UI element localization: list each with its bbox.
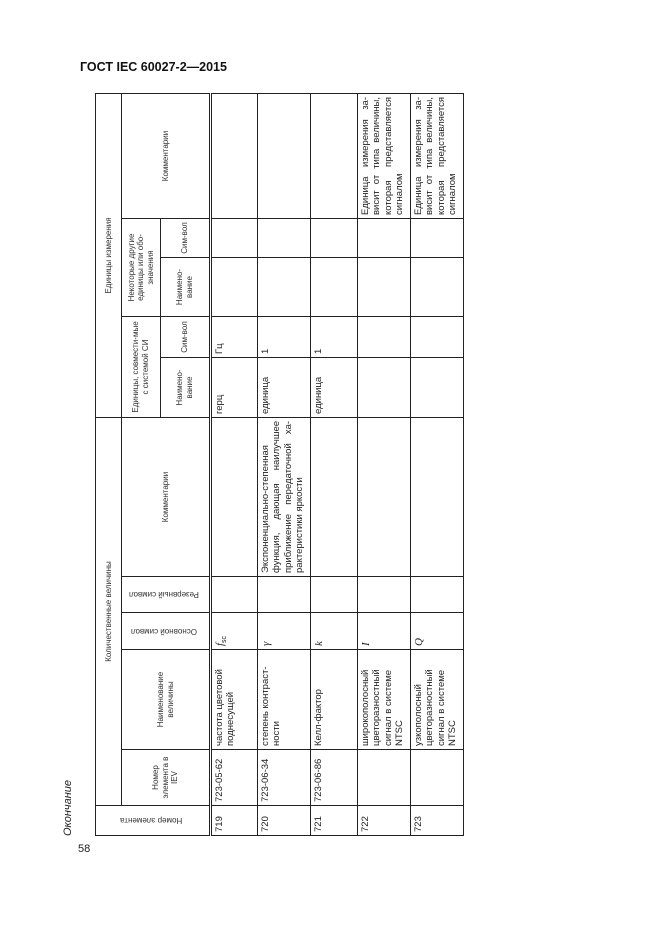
header-si-name: Наимено-вание — [160, 357, 211, 418]
cell-comment — [357, 417, 411, 577]
cell-si-symbol: 1 — [257, 316, 311, 358]
table-row: 721 723-06-86 Келл-фактор k единица 1 — [310, 93, 358, 836]
cell-si-symbol — [357, 316, 411, 358]
header-other-name: Наимено-вание — [160, 257, 211, 317]
cell-other-name — [410, 257, 464, 317]
units-table: Номер элемента Количественные величины Е… — [95, 93, 464, 836]
cell-other-symbol — [310, 218, 358, 258]
cell-symbol: I — [357, 612, 411, 650]
header-text: Резервный символ — [129, 590, 200, 600]
symbol-text: Q — [413, 638, 425, 646]
header-text: Основной символ — [131, 626, 198, 636]
cell-symbol: fsc — [210, 612, 258, 650]
header-text: Номер элемента — [120, 816, 183, 826]
cell-reserve — [410, 576, 464, 613]
cell-unit-comment: Единица измерения за-висит от типа велич… — [410, 93, 464, 219]
cell-si-symbol: Гц — [210, 316, 258, 358]
cell-reserve — [210, 576, 258, 613]
table-row: 720 723-06-34 степень контраст-ности γ Экспо… — [257, 93, 311, 836]
cell-other-symbol — [210, 218, 258, 258]
header-units: Единицы измерения — [95, 93, 122, 418]
cell-reserve — [257, 576, 311, 613]
cell-name: Келл-фактор — [310, 649, 358, 750]
cell-name: степень контраст-ности — [257, 649, 311, 750]
cell-other-name — [210, 257, 258, 317]
cell-name: узкополосный цветоразностный сигнал в си… — [410, 649, 464, 750]
cell-symbol: γ — [257, 612, 311, 650]
header-comments: Комментарии — [121, 417, 211, 577]
table-row: 719 723-05-62 частота цветовой поднесущей f… — [210, 93, 258, 836]
cell-iev — [410, 749, 464, 806]
header-quantity-name: Наименование величины — [121, 649, 211, 750]
cell-other-name — [357, 257, 411, 317]
cell-iev — [357, 749, 411, 806]
cell-comment — [310, 417, 358, 577]
cell-unit-comment — [310, 93, 358, 219]
rotated-table-container: Номер элемента Количественные величины Е… — [95, 93, 467, 836]
cell-other-symbol — [357, 218, 411, 258]
cell-other-symbol — [257, 218, 311, 258]
cell-symbol: Q — [410, 612, 464, 650]
cell-other-name — [310, 257, 358, 317]
cell-other-name — [257, 257, 311, 317]
symbol-text: γ — [260, 641, 272, 646]
cell-name: частота цветовой поднесущей — [210, 649, 258, 750]
cell-reserve — [310, 576, 358, 613]
header-si-symbol: Сим-вол — [160, 316, 211, 358]
cell-si-symbol — [410, 316, 464, 358]
cell-iev: 723-05-62 — [210, 749, 258, 806]
continuation-label: Окончание — [62, 779, 74, 836]
header-unit-comments: Комментарии — [121, 93, 211, 219]
cell-symbol: k — [310, 612, 358, 650]
header-element-no: Номер элемента — [95, 805, 211, 836]
cell-si-name: единица — [257, 357, 311, 418]
cell-no: 722 — [357, 805, 411, 836]
cell-reserve — [357, 576, 411, 613]
cell-si-name: герц — [210, 357, 258, 418]
table-row: 722 широкополосный цветоразностный сигнал… — [357, 93, 411, 836]
cell-unit-comment: Единица измерения за-висит от типа велич… — [357, 93, 411, 219]
header-main-symbol: Основной символ — [121, 612, 211, 650]
header-si-units: Единицы, совмести-мые с системой СИ — [121, 316, 161, 418]
cell-comment: Экспоненциально-степенная функция, дающа… — [257, 417, 311, 577]
cell-iev: 723-06-34 — [257, 749, 311, 806]
symbol-text: k — [313, 641, 325, 646]
cell-comment — [410, 417, 464, 577]
symbol-text: I — [360, 642, 372, 646]
cell-si-name: единица — [310, 357, 358, 418]
cell-comment — [210, 417, 258, 577]
header-other-units: Некоторые другие единицы или обо-значени… — [121, 218, 161, 317]
header-other-symbol: Сим-вол — [160, 218, 211, 258]
cell-iev: 723-06-86 — [310, 749, 358, 806]
header-reserve-symbol: Резервный символ — [121, 576, 211, 613]
header-quantities: Количественные величины — [95, 417, 122, 806]
cell-no: 719 — [210, 805, 258, 836]
cell-si-symbol: 1 — [310, 316, 358, 358]
cell-no: 720 — [257, 805, 311, 836]
cell-unit-comment — [210, 93, 258, 219]
page-number: 58 — [78, 843, 91, 855]
cell-si-name — [410, 357, 464, 418]
table-row: 723 узкополосный цветоразностный сигнал в… — [410, 93, 464, 836]
cell-no: 721 — [310, 805, 358, 836]
cell-unit-comment — [257, 93, 311, 219]
symbol-subscript: sc — [220, 635, 228, 643]
document-title: ГОСТ IEC 60027-2—2015 — [80, 60, 227, 74]
symbol-text: f — [214, 642, 226, 646]
cell-other-symbol — [410, 218, 464, 258]
header-iev-no: Номер элемента в IEV — [121, 749, 211, 806]
cell-name: широкополосный цветоразностный сигнал в … — [357, 649, 411, 750]
cell-no: 723 — [410, 805, 464, 836]
cell-si-name — [357, 357, 411, 418]
